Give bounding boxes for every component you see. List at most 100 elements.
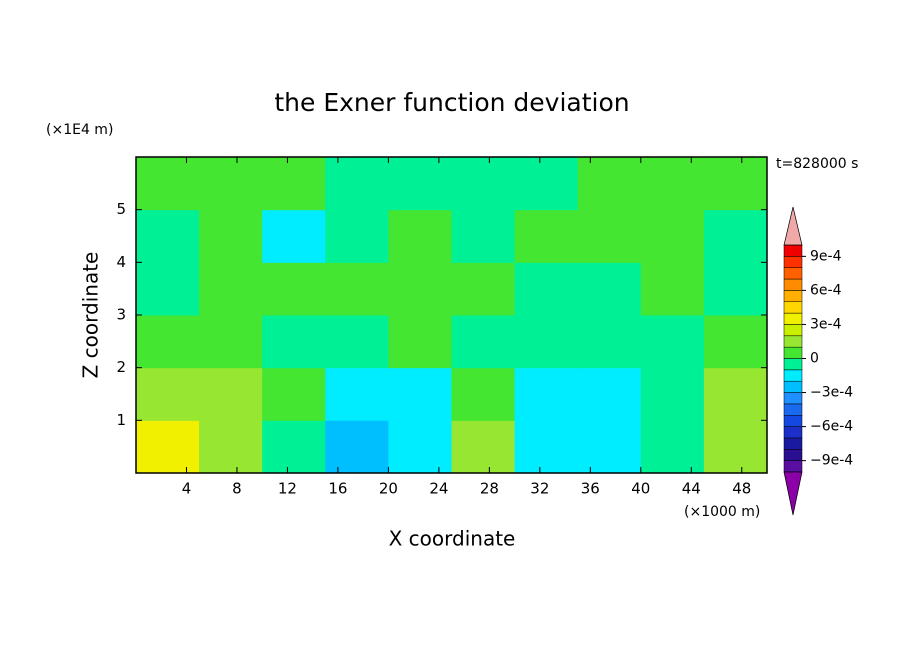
y-tick-label: 4 [116,253,126,271]
field-cell [514,157,579,211]
colorbar-over [783,206,803,246]
field-cell [325,367,389,421]
field-cell [451,420,516,474]
field-cell [262,209,326,263]
field-cell [703,315,768,369]
field-cell [514,262,579,316]
field-cell [577,367,642,421]
field-cell [703,262,768,316]
field-cell [514,209,579,263]
field-cell [325,157,389,211]
y-axis-label: Z coordinate [79,252,103,379]
colorbar-box [783,358,803,371]
field-cell [262,157,326,211]
field-cell [136,367,200,421]
y-tick-label: 3 [116,306,126,324]
x-tick-label: 36 [581,480,600,498]
field-cell [577,262,642,316]
x-tick-label: 48 [732,480,751,498]
x-axis-label: X coordinate [389,527,516,551]
colorbar-under [783,471,803,516]
field-cell [514,315,579,369]
field-cell [199,209,263,263]
field-cell [703,209,768,263]
y-tick-label: 2 [116,358,126,376]
field-cell [262,262,326,316]
field-cell [136,262,200,316]
x-tick-label: 40 [631,480,650,498]
colorbar-tick-label: 0 [810,351,819,367]
colorbar-tick-label: 3e-4 [810,316,842,332]
colorbar-box [783,426,803,439]
field-cell [451,262,516,316]
field-cell [451,157,516,211]
annotation: t=828000 s [776,156,858,172]
field-cell [577,209,642,263]
field-cell [136,315,200,369]
field-cell [136,157,200,211]
field-cell [514,420,579,474]
colorbar-box [783,301,803,314]
field-cell [451,209,516,263]
colorbar-tick-label: 6e-4 [810,282,842,298]
colorbar-box [783,392,803,405]
field-cell [262,420,326,474]
colorbar-box [783,290,803,302]
field-cell [325,315,389,369]
field-cell [136,209,200,263]
colorbar-box [783,403,803,416]
field-cell [577,157,642,211]
colorbar-box [783,267,803,280]
x-tick-label: 20 [379,480,398,498]
x-tick-label: 44 [682,480,701,498]
colorbar-box [783,460,803,473]
x-unit: (×1000 m) [684,504,760,520]
field-cell [325,209,389,263]
field-cell [199,367,263,421]
colorbar-box [783,449,803,461]
field-cell [577,420,642,474]
colorbar-box [783,256,803,268]
colorbar-tick-label: 9e-4 [810,248,842,264]
colorbar-box [783,380,803,393]
field-cell [514,367,579,421]
colorbar-tick-label: −9e-4 [810,453,853,469]
field-cell [388,262,452,316]
field-cell [388,315,452,369]
colorbar-tick-label: −3e-4 [810,385,853,401]
field-cell [640,420,705,474]
field-cell [262,367,326,421]
x-tick-label: 24 [429,480,448,498]
field-cell [451,367,516,421]
field-cell [703,157,768,211]
field-cell [451,315,516,369]
colorbar-tick-label: −6e-4 [810,419,853,435]
field-cell [199,157,263,211]
field-cell [262,315,326,369]
field-cell [388,157,452,211]
field-cell [199,420,263,474]
field-cell [640,262,705,316]
x-tick-label: 28 [480,480,499,498]
field-cell [325,262,389,316]
colorbar-box [783,369,803,382]
field-cell [199,315,263,369]
field-cell [640,367,705,421]
x-tick-label: 12 [278,480,297,498]
field-cell [199,262,263,316]
x-tick-label: 16 [328,480,347,498]
x-tick-label: 4 [182,480,192,498]
field-cell [388,367,452,421]
x-tick-label: 32 [530,480,549,498]
field-cell [325,420,389,474]
colorbar-box [783,324,803,337]
field-cell [388,209,452,263]
field-cell [640,209,705,263]
y-unit: (×1E4 m) [46,122,113,138]
field-cell [640,157,705,211]
field-cell [577,315,642,369]
y-tick-label: 1 [116,411,126,429]
colorbar-box [783,335,803,348]
